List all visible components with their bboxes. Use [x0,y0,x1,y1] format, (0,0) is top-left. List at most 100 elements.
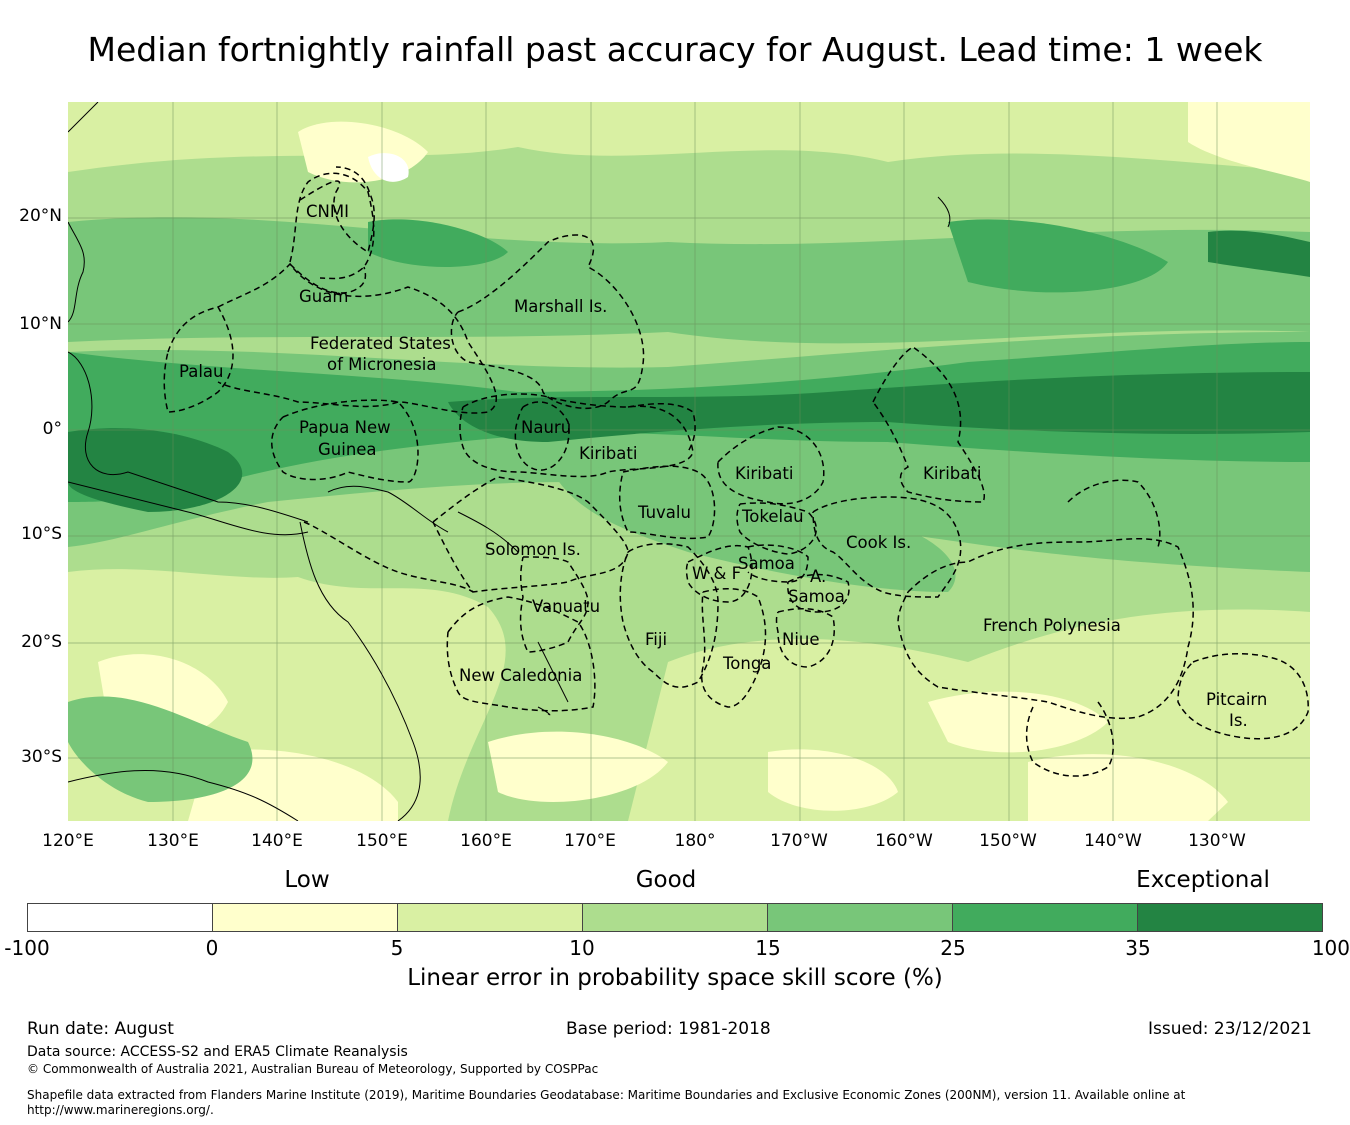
eez-boundaries [163,166,1309,777]
shapefile-credit-line1: Shapefile data extracted from Flanders M… [27,1088,1186,1102]
colorbar-tick-10: 10 [569,936,595,960]
region-label-american-samoa-line2: Samoa [788,587,845,606]
run-date: Run date: August [27,1019,174,1039]
lon-label-180: 180° [674,831,716,851]
lon-label-160e: 160°E [460,831,512,851]
eez-kiribati-gilbert [459,393,694,478]
colorbar-tick-100: 100 [1311,936,1350,960]
coastlines [68,102,951,821]
eez-new-caledonia [446,596,596,712]
eez-palau [163,306,234,413]
eez-french-polynesia-east [1067,479,1161,548]
legend-category-good: Good [635,867,697,893]
eez-kiribati-phoenix [717,426,825,505]
eez-niue [775,607,835,668]
region-label-png-line1: Papua New [299,418,391,437]
region-label-marshall: Marshall Is. [514,297,608,316]
eez-png-south [303,521,474,593]
colorbar-segment-3 [583,904,768,931]
colorbar-segment-4 [768,904,953,931]
graticule [68,102,1310,821]
colorbar-tick-0: 0 [205,936,219,960]
eez-kiribati-line [872,346,985,503]
chart-title: Median fortnightly rainfall past accurac… [87,30,1263,69]
lon-label-130e: 130°E [147,831,199,851]
shapefile-credit-line2: http://www.marineregions.org/. [27,1103,214,1117]
colorbar-tick-25: 25 [940,936,966,960]
legend-category-low: Low [284,867,330,893]
lon-label-170w: 170°W [770,831,828,851]
eez-cnmi-outline [289,172,375,280]
eez-tokelau [736,502,817,555]
colorbar-segment-2 [398,904,583,931]
eez-marshall [450,234,645,410]
colorbar [27,903,1323,932]
lon-label-150e: 150°E [356,831,408,851]
eez-cook [812,496,962,598]
eez-wf [685,544,753,603]
lat-label-0: 0° [42,419,62,439]
colorbar-segment-6 [1138,904,1322,931]
region-label-fiji: Fiji [645,630,668,649]
colorbar-tick-5: 5 [390,936,404,960]
region-label-tuvalu: Tuvalu [638,503,691,522]
colorbar-segment-1 [213,904,398,931]
issued-date: Issued: 23/12/2021 [1148,1019,1312,1039]
region-label-nauru: Nauru [521,418,572,437]
skill-map-canvas [68,102,1310,821]
lon-label-130w: 130°W [1188,831,1246,851]
eez-samoa [747,544,809,583]
colorbar-segment-5 [953,904,1138,931]
eez-pitcairn-west [1025,701,1114,777]
good-skill-areas [68,217,1310,802]
eez-fsm [217,262,498,414]
region-label-tokelau: Tokelau [742,507,804,526]
region-label-kiribati-gilbert: Kiribati [579,444,638,463]
region-label-tonga: Tonga [723,654,772,673]
region-label-samoa: Samoa [738,554,795,573]
eez-solomon [432,476,629,593]
eez-vanuatu [519,556,589,653]
lon-label-150w: 150°W [979,831,1037,851]
region-label-new-caledonia: New Caledonia [459,666,583,685]
lon-label-170e: 170°E [564,831,616,851]
eez-kiribati-equator [627,402,696,453]
eez-png [271,399,419,483]
lat-label-30s: 30°S [21,747,62,767]
eez-guam [289,263,367,294]
region-label-guam: Guam [299,287,349,306]
region-label-palau: Palau [179,362,224,381]
region-label-kiribati-line: Kiribati [923,464,982,483]
region-label-solomon: Solomon Is. [485,540,581,559]
region-label-pitcairn-line2: Is. [1229,711,1248,730]
eez-pitcairn [1177,652,1309,740]
lon-label-160w: 160°W [875,831,933,851]
region-label-fsm-line2: of Micronesia [327,355,437,374]
colorbar-tick-15: 15 [755,936,781,960]
skill-map [68,102,1310,821]
colorbar-tick--100: -100 [4,936,50,960]
eez-american-samoa [787,573,850,613]
region-label-french-polynesia: French Polynesia [983,616,1121,635]
data-source: Data source: ACCESS-S2 and ERA5 Climate … [27,1044,408,1060]
lon-label-140e: 140°E [251,831,303,851]
eez-tonga [701,587,767,708]
lat-label-10n: 10°N [19,314,62,334]
region-label-wallis-futuna: W & F [692,564,742,583]
eez-french-polynesia [897,538,1194,720]
region-label-fsm-line1: Federated States [310,334,451,353]
region-label-pitcairn-line1: Pitcairn [1206,690,1268,709]
region-label-cnmi: CNMI [306,202,349,221]
region-label-cook: Cook Is. [846,533,912,552]
lat-label-20s: 20°S [21,632,62,652]
colorbar-tick-35: 35 [1125,936,1151,960]
lat-label-10s: 10°S [21,524,62,544]
lon-label-140w: 140°W [1084,831,1142,851]
region-label-niue: Niue [782,630,820,649]
lat-label-20n: 20°N [19,206,62,226]
eez-fiji [619,542,719,688]
base-period: Base period: 1981-2018 [566,1019,771,1039]
colorbar-segment-0 [28,904,213,931]
eez-cnmi [299,166,375,254]
region-label-png-line2: Guinea [318,440,377,459]
